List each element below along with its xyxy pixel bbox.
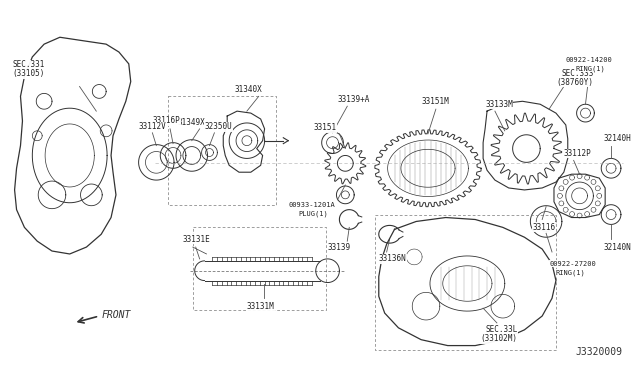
Text: 33112P: 33112P <box>564 149 591 158</box>
Text: 33136N: 33136N <box>379 254 406 263</box>
Text: 33139+A: 33139+A <box>337 95 370 104</box>
Text: 32140H: 32140H <box>603 134 631 143</box>
Text: 33151M: 33151M <box>421 97 449 106</box>
Text: 33116: 33116 <box>532 223 556 232</box>
Text: 00933-1201A: 00933-1201A <box>288 202 335 208</box>
Text: 31349X: 31349X <box>178 118 205 128</box>
Text: 33131E: 33131E <box>183 235 211 244</box>
Text: 00922-14200: 00922-14200 <box>566 57 612 63</box>
Text: 33133M: 33133M <box>485 100 513 109</box>
Text: FRONT: FRONT <box>101 310 131 320</box>
Text: J3320009: J3320009 <box>576 347 623 357</box>
Text: 32140N: 32140N <box>603 243 631 251</box>
Text: SEC.33L: SEC.33L <box>485 326 518 334</box>
Text: RING(1): RING(1) <box>556 269 586 276</box>
Text: (33105): (33105) <box>13 69 45 78</box>
Text: 00922-27200: 00922-27200 <box>549 261 596 267</box>
Text: PLUG(1): PLUG(1) <box>298 210 328 217</box>
Text: 33151: 33151 <box>314 124 337 132</box>
Text: SEC.331: SEC.331 <box>13 60 45 69</box>
Text: RING(1): RING(1) <box>575 65 605 72</box>
Text: SEC.333: SEC.333 <box>562 69 594 78</box>
Text: 33116P: 33116P <box>152 116 180 125</box>
Text: 32350U: 32350U <box>205 122 232 131</box>
Text: 33131M: 33131M <box>247 302 275 311</box>
Text: (38760Y): (38760Y) <box>556 78 593 87</box>
Text: 31340X: 31340X <box>234 85 262 94</box>
Text: (33102M): (33102M) <box>480 334 517 343</box>
Text: 33112V: 33112V <box>139 122 166 131</box>
Text: 33139: 33139 <box>328 243 351 251</box>
